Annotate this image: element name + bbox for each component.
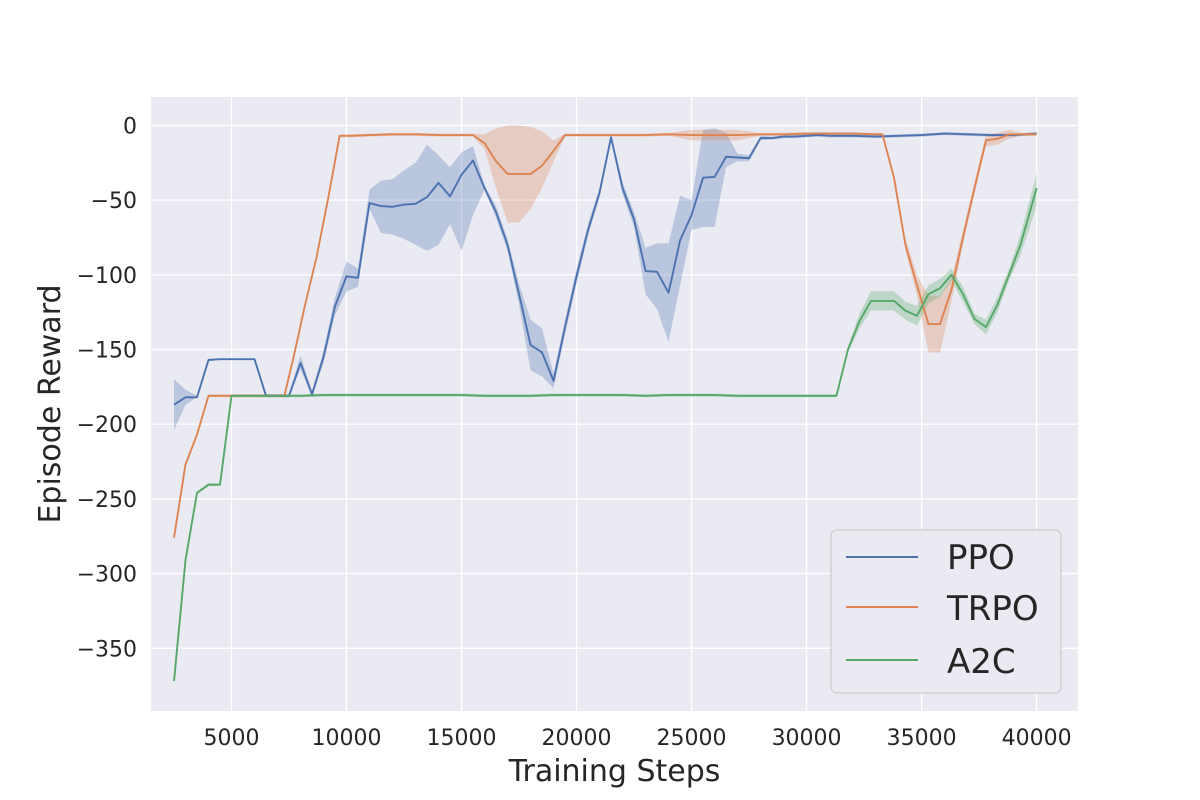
legend-label-trpo: TRPO bbox=[946, 589, 1039, 629]
series-lines bbox=[173, 132, 1038, 682]
x-axis-ticks: 5000 10000 15000 20000 25000 30000 35000 40000 bbox=[204, 726, 1072, 751]
y-axis-label: Episode Reward bbox=[33, 284, 68, 523]
x-tick-label: 30000 bbox=[772, 726, 842, 751]
x-tick-label: 35000 bbox=[887, 726, 957, 751]
legend: PPO TRPO A2C bbox=[830, 529, 1062, 694]
x-axis-label: Training Steps bbox=[508, 754, 721, 789]
confidence-bands bbox=[174, 125, 1037, 683]
line-trpo bbox=[173, 132, 1037, 538]
x-tick-label: 5000 bbox=[204, 726, 260, 751]
y-tick-label: −350 bbox=[77, 637, 137, 662]
y-tick-label: −300 bbox=[77, 563, 137, 588]
x-tick-label: 15000 bbox=[427, 726, 497, 751]
grid-lines bbox=[151, 97, 1078, 711]
y-tick-label: −150 bbox=[77, 338, 137, 363]
legend-box bbox=[830, 529, 1062, 694]
y-tick-label: −250 bbox=[77, 488, 137, 513]
x-tick-label: 20000 bbox=[542, 726, 612, 751]
y-tick-label: −50 bbox=[91, 189, 137, 214]
band-ppo bbox=[174, 128, 1037, 431]
y-tick-label: −100 bbox=[77, 264, 137, 289]
y-tick-label: 0 bbox=[123, 114, 137, 139]
legend-label-ppo: PPO bbox=[947, 538, 1015, 578]
x-tick-label: 25000 bbox=[657, 726, 727, 751]
legend-label-a2c: A2C bbox=[947, 642, 1016, 682]
line-ppo bbox=[173, 132, 1037, 406]
line-a2c bbox=[173, 187, 1038, 682]
y-axis-ticks: 0 −50 −100 −150 −200 −250 −300 −350 bbox=[77, 114, 137, 662]
x-tick-label: 40000 bbox=[1002, 726, 1072, 751]
y-tick-label: −200 bbox=[77, 413, 137, 438]
x-tick-label: 10000 bbox=[312, 726, 382, 751]
